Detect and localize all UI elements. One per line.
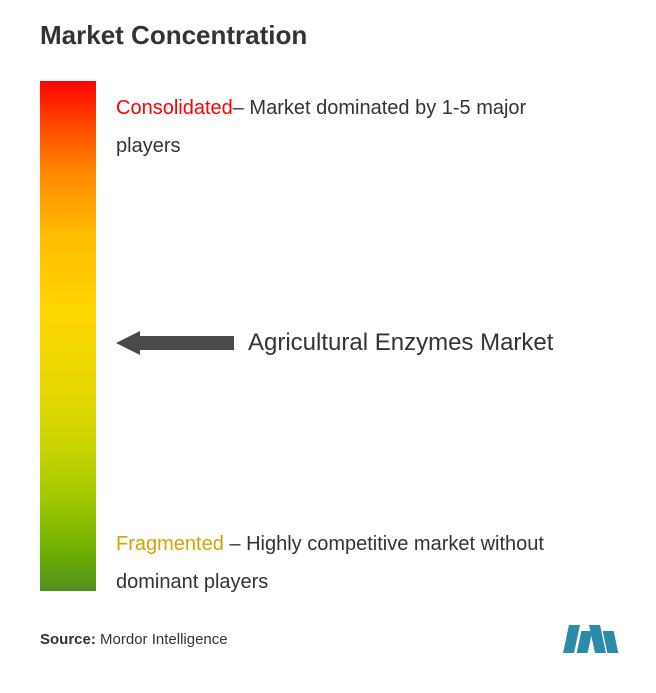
fragmented-term: Fragmented [116,533,224,555]
concentration-diagram: Consolidated– Market dominated by 1-5 ma… [40,81,616,601]
market-indicator: Agricultural Enzymes Market [116,329,553,357]
market-name: Agricultural Enzymes Market [248,329,553,357]
consolidated-term: Consolidated [116,97,233,119]
source-value: Mordor Intelligence [100,631,228,648]
arrow-left-icon [116,331,236,355]
mordor-logo-icon [566,625,616,653]
footer: Source: Mordor Intelligence [40,625,616,653]
source-attribution: Source: Mordor Intelligence [40,631,228,648]
fragmented-label: Fragmented – Highly competitive market w… [116,525,596,601]
consolidated-label: Consolidated– Market dominated by 1-5 ma… [116,89,596,165]
source-label: Source: [40,631,96,648]
page-title: Market Concentration [40,20,616,51]
label-column: Consolidated– Market dominated by 1-5 ma… [116,81,616,601]
concentration-gradient-bar [40,81,96,591]
